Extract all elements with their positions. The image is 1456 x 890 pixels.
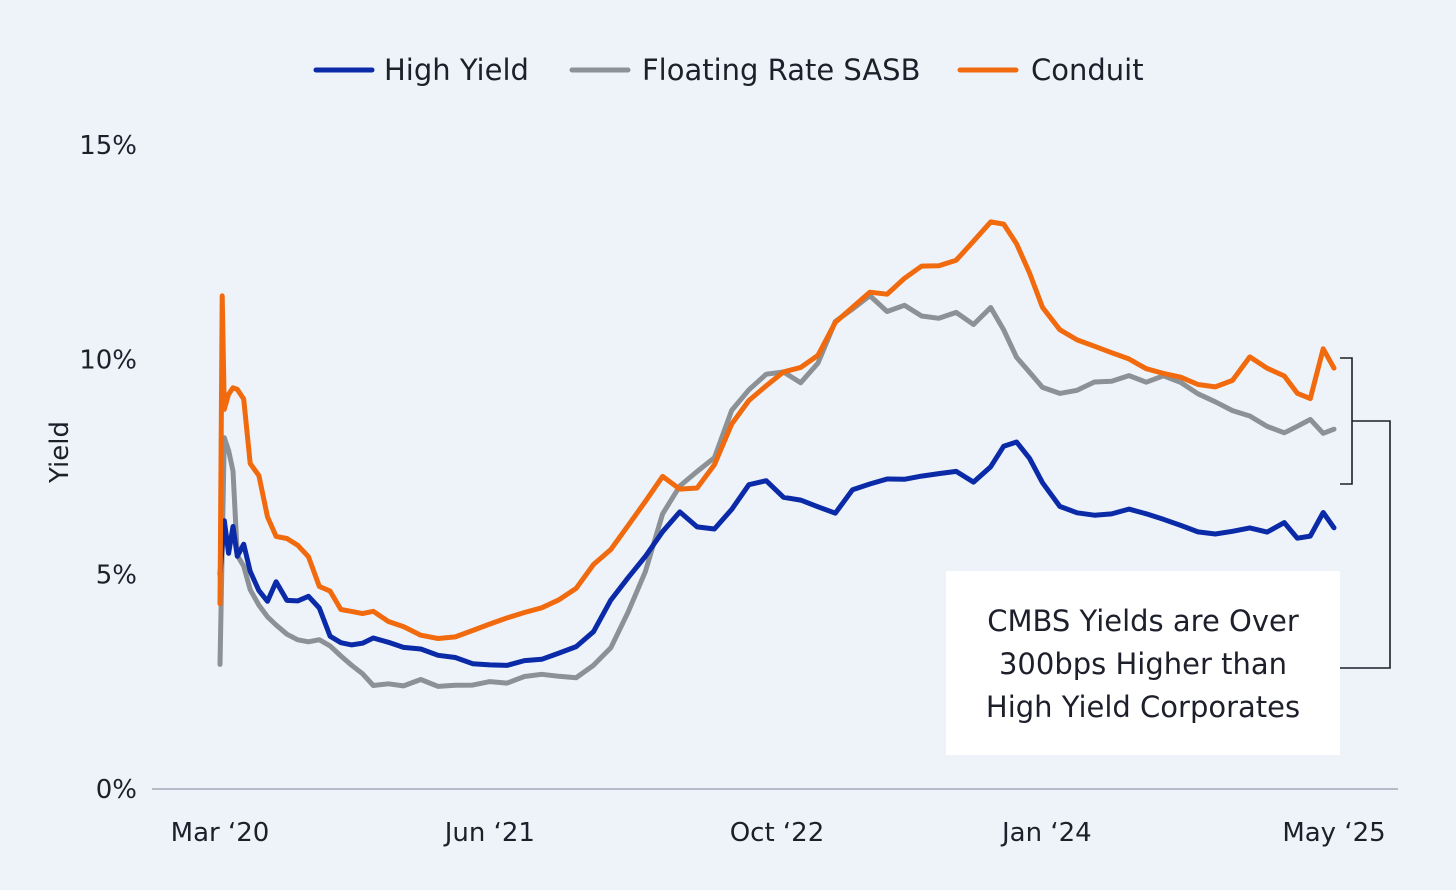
x-tick-label: Jun ‘21 [443, 818, 535, 848]
x-tick-label: Mar ‘20 [171, 818, 270, 848]
x-tick-label: May ‘25 [1282, 818, 1385, 848]
annotation-line-2: 300bps Higher than [999, 647, 1287, 681]
legend-item-conduit: Conduit [957, 53, 1144, 87]
x-tick-label: Oct ‘22 [730, 818, 825, 848]
legend-label: Conduit [1031, 53, 1144, 87]
series-line-high-yield [217, 439, 1337, 668]
legend-item-floating-rate-sasb: Floating Rate SASB [569, 53, 921, 87]
series-line-conduit [217, 219, 1337, 641]
large-bracket [1340, 420, 1391, 669]
legend-item-high-yield: High Yield [313, 53, 529, 87]
y-tick-label: 5% [96, 560, 137, 590]
annotation-line-1: CMBS Yields are Over [987, 604, 1299, 638]
y-axis-title: Yield [45, 421, 75, 484]
series-lines [217, 219, 1337, 689]
chart-legend: High Yield Floating Rate SASB Conduit [313, 53, 1144, 87]
y-tick-label: 10% [79, 346, 137, 376]
y-tick-label: 15% [79, 131, 137, 161]
legend-label: Floating Rate SASB [642, 53, 921, 87]
x-tick-label: Jan ‘24 [1000, 818, 1092, 848]
small-bracket [1340, 357, 1353, 485]
y-tick-label: 0% [96, 775, 137, 805]
y-axis-ticks: 0% 5% 10% 15% [79, 131, 137, 805]
spread-brackets [1340, 357, 1391, 669]
annotation-line-3: High Yield Corporates [986, 690, 1300, 724]
annotation-box: CMBS Yields are Over 300bps Higher than … [946, 571, 1340, 755]
x-axis-ticks: Mar ‘20 Jun ‘21 Oct ‘22 Jan ‘24 May ‘25 [171, 818, 1386, 848]
series-line-floating-rate-sasb [217, 293, 1337, 689]
legend-label: High Yield [384, 53, 529, 87]
